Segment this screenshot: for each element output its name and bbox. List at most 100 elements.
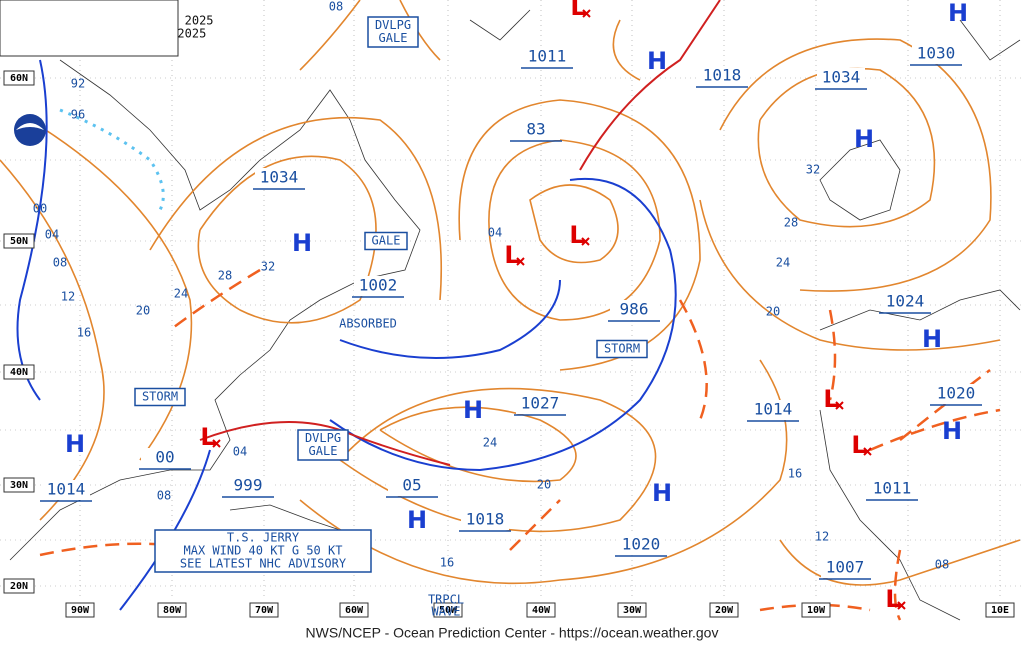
pressure-label: 1014 bbox=[754, 400, 793, 419]
low-x bbox=[897, 601, 906, 610]
pressure-bg bbox=[255, 168, 303, 188]
low-center: L bbox=[504, 241, 519, 269]
pressure-bg bbox=[749, 400, 797, 420]
isobar-label: 00 bbox=[33, 202, 47, 216]
isobar-label: 28 bbox=[218, 269, 232, 283]
lon-label-box bbox=[985, 602, 1015, 618]
pressure-bg bbox=[461, 510, 509, 530]
coastlines bbox=[9, 9, 1021, 621]
footer-bg bbox=[0, 625, 1024, 652]
pressure-label: 1027 bbox=[521, 394, 560, 413]
lon-label: 10W bbox=[807, 605, 826, 616]
lon-label: 70W bbox=[255, 605, 274, 616]
lon-label-box bbox=[617, 602, 647, 618]
pressure-bg bbox=[224, 476, 272, 496]
warning-text: STORM bbox=[142, 390, 178, 404]
pressure-label: 1034 bbox=[260, 168, 299, 187]
annotation: TRPCL bbox=[428, 593, 464, 607]
pressure-label: 1020 bbox=[622, 535, 661, 554]
storm-text: MAX WIND 40 KT G 50 KT bbox=[184, 544, 343, 558]
pressure-bg bbox=[512, 120, 560, 140]
warning-box bbox=[596, 339, 648, 359]
lon-label-box bbox=[433, 602, 463, 618]
low-center: L bbox=[569, 221, 584, 249]
lat-label: 30N bbox=[10, 480, 28, 491]
warning-box bbox=[297, 429, 349, 461]
warning-text: GALE bbox=[309, 444, 338, 458]
isobar-label: 92 bbox=[71, 77, 85, 91]
pressure-bg bbox=[610, 300, 658, 320]
isobar-label: 20 bbox=[766, 305, 780, 319]
isobar-label: 24 bbox=[174, 287, 188, 301]
header-box bbox=[0, 0, 179, 57]
lat-label: 50N bbox=[10, 236, 28, 247]
lon-label: 50W bbox=[439, 605, 458, 616]
lon-label: 90W bbox=[71, 605, 90, 616]
isobar-label: 04 bbox=[488, 226, 502, 240]
warning-box bbox=[367, 16, 419, 48]
map-background bbox=[0, 0, 1024, 625]
isobar-label: 28 bbox=[784, 216, 798, 230]
annotation: ABSORBED bbox=[339, 317, 397, 331]
lat-label-box bbox=[3, 477, 35, 493]
lat-label: 60N bbox=[10, 73, 28, 84]
warning-text: STORM bbox=[604, 342, 640, 356]
lat-label-box bbox=[3, 578, 35, 594]
isobar-label: 16 bbox=[788, 467, 802, 481]
isobar-label: 32 bbox=[806, 163, 820, 177]
pressure-bg bbox=[817, 68, 865, 88]
lon-label: 10E bbox=[991, 605, 1009, 616]
isobar-label: 08 bbox=[329, 0, 343, 14]
isobar-label: 20 bbox=[537, 478, 551, 492]
pressure-bg bbox=[523, 47, 571, 67]
lon-label-box bbox=[709, 602, 739, 618]
noaa-logo bbox=[14, 114, 46, 146]
isobar-label: 08 bbox=[157, 489, 171, 503]
pressure-label: 1020 bbox=[937, 384, 976, 403]
warning-text: GALE bbox=[372, 234, 401, 248]
pressure-bg bbox=[912, 44, 960, 64]
lon-label: 30W bbox=[623, 605, 642, 616]
pressure-label: 00 bbox=[155, 448, 174, 467]
pressure-label: 986 bbox=[620, 300, 649, 319]
isobar-label: 04 bbox=[233, 445, 247, 459]
lat-label-box bbox=[3, 233, 35, 249]
low-x bbox=[582, 9, 591, 18]
warning-box bbox=[364, 231, 408, 251]
pressure-label: 1011 bbox=[528, 47, 567, 66]
pressure-label: 1030 bbox=[917, 44, 956, 63]
pressure-bg bbox=[141, 448, 189, 468]
annotation: WAVE bbox=[432, 605, 461, 619]
isobars bbox=[0, 0, 1021, 586]
pressure-bg bbox=[388, 476, 436, 496]
pressure-label: 1018 bbox=[703, 66, 742, 85]
lon-label: 20W bbox=[715, 605, 734, 616]
lon-label: 60W bbox=[345, 605, 364, 616]
lat-label: 40N bbox=[10, 367, 28, 378]
pressure-bg bbox=[881, 292, 929, 312]
warning-box bbox=[134, 387, 186, 407]
noaa-logo-bird bbox=[16, 123, 44, 130]
warning-text: GALE bbox=[379, 31, 408, 45]
lon-label-box bbox=[157, 602, 187, 618]
low-x bbox=[835, 401, 844, 410]
pressure-bg bbox=[516, 394, 564, 414]
storm-text: T.S. JERRY bbox=[227, 531, 300, 545]
pressure-bg bbox=[698, 66, 746, 86]
pressure-label: 1002 bbox=[359, 276, 398, 295]
pressure-bg bbox=[42, 480, 90, 500]
pressure-bg bbox=[617, 535, 665, 555]
isobar-label: 16 bbox=[77, 326, 91, 340]
high-center: H bbox=[65, 430, 85, 458]
isobar-label: 32 bbox=[261, 260, 275, 274]
pressure-label: 1007 bbox=[826, 558, 865, 577]
high-center: H bbox=[292, 229, 312, 257]
low-center: L bbox=[851, 431, 866, 459]
pressure-bg bbox=[821, 558, 869, 578]
pressure-label: 83 bbox=[526, 120, 545, 139]
isobar-label: 24 bbox=[776, 256, 790, 270]
pressure-label: 05 bbox=[402, 476, 421, 495]
pressure-label: 1034 bbox=[822, 68, 861, 87]
low-x bbox=[581, 237, 590, 246]
